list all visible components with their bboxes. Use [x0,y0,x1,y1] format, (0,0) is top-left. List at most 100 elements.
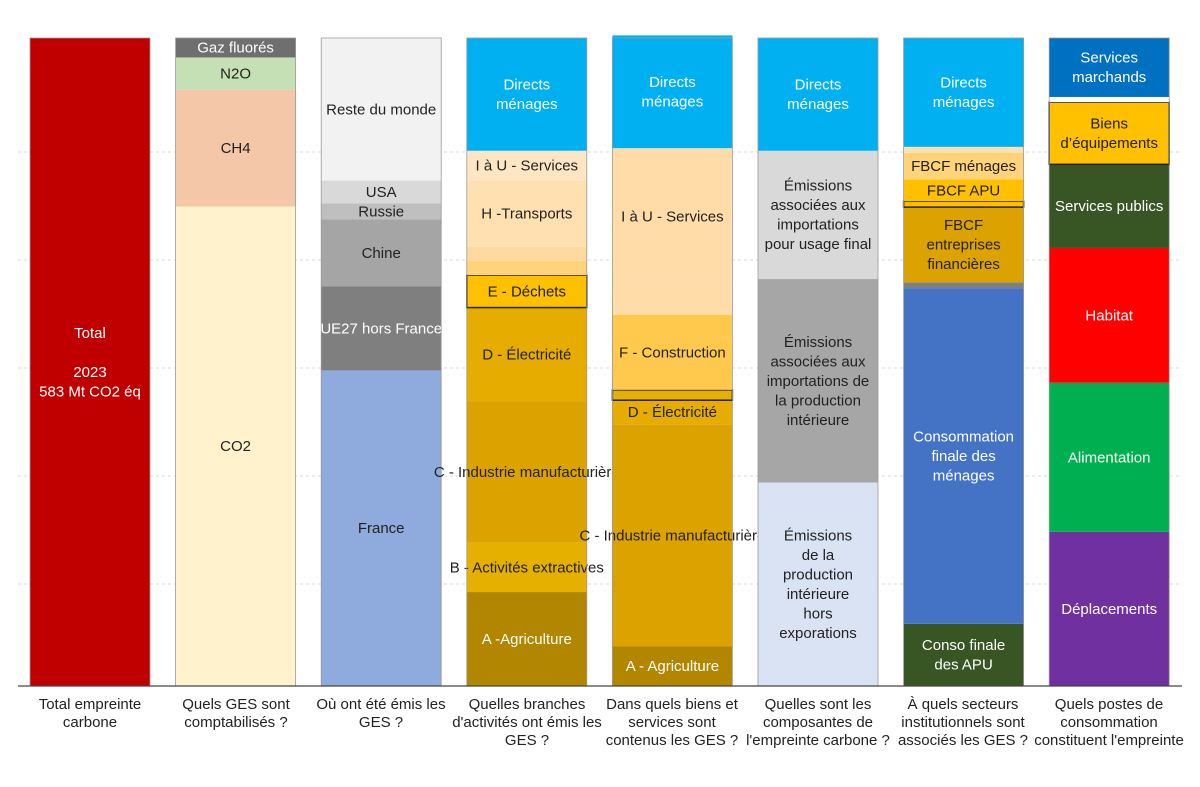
bar-segment [175,89,296,207]
segment-label: FBCF APU [927,182,1000,199]
chart-plot-area: Total 2023 583 Mt CO2 éq CO2 CH4 N2O Gaz fluor… [18,35,1182,687]
bar-segment [466,542,587,593]
segment-label: Émissions associées aux importations pour u… [765,178,872,254]
bar-segment [466,38,587,151]
bar-segment [466,307,587,402]
category-label-secteurs: À quels secteurs institutionnels sont as… [897,696,1029,749]
bar-segment [903,288,1024,624]
bar-segment [903,152,1024,180]
segment-label: Déplacements [1061,601,1157,618]
segment-label: D - Électricité [628,404,717,421]
category-label-total: Total empreinte carbone [38,696,142,731]
segment-label: Chine [362,245,401,262]
bar-segment [758,482,878,686]
segment-label: FBCF entreprises financières [926,217,1000,273]
segment-label: Services publics [1055,198,1163,215]
bar-segment [1049,38,1170,97]
bar-segment [612,400,733,425]
segment-label: Biens d’équipements [1060,116,1158,153]
segment-label: USA [366,184,397,201]
segment-label: I à U - Services [621,209,724,226]
bar-segment [321,180,442,204]
segment-label: Directs ménages [496,77,558,114]
segment-label: Émissions de la production intérieure hors ex… [779,528,857,643]
segment-label: Reste du monde [326,102,436,119]
category-label-composantes: Quelles sont les composantes de l'emprei… [746,696,890,749]
bar-segment [466,274,588,309]
segment-label: I à U - Services [476,158,579,175]
bar-segment [175,57,296,90]
bar-segment [612,35,733,149]
bar-segment [466,592,587,686]
segment-label: Services marchands [1072,50,1146,87]
segment-label: France [358,520,405,537]
bar-segment [1048,101,1170,166]
bar-segment [903,38,1024,147]
segment-label: Émissions associées aux importations de la … [767,334,870,429]
segment-label: F - Construction [619,344,726,361]
category-label-ges: Quels GES sont comptabilisés ? [182,696,290,731]
bar-segment [758,150,878,280]
segment-label: Habitat [1085,307,1133,324]
bar-segment [611,389,734,401]
segment-label: Conso finale des APU [922,637,1005,674]
segment-label: CO2 [220,438,251,455]
segment-label: Alimentation [1068,449,1151,466]
segment-label: A - Agriculture [626,658,719,675]
segment-label: Russie [358,203,404,220]
bar-segment [321,203,442,220]
bar-segment [321,286,442,371]
bar-segment [903,179,1024,202]
bar-segment [903,623,1024,686]
segment-label: Total 2023 583 Mt CO2 éq [39,325,141,401]
bar-segment [758,279,878,483]
bar-segment [1049,164,1170,248]
segment-label: D - Électricité [482,347,571,364]
bar-segment [466,401,587,543]
bar-segment [175,38,296,58]
segment-label: E - Déchets [488,283,566,300]
bar-segment [321,38,442,181]
bar-segment [466,180,587,247]
segment-label: A -Agriculture [482,631,572,648]
segment-label: Gaz fluorés [197,40,274,57]
segment-label: B - Activités extractives [450,559,604,576]
bar-segment [1049,382,1170,532]
segment-label: C - Industrie manufacturière [579,527,765,544]
bar-segment [612,148,733,285]
bar-segment [175,206,296,687]
bar-segment [466,150,587,181]
segment-label: UE27 hors France [320,320,442,337]
bar-segment [1049,96,1170,103]
bar-segment [903,207,1024,283]
bar-segment [1049,531,1170,686]
category-label-origine: Où ont été émis les GES ? [316,696,446,731]
bar-segment [321,219,442,287]
segment-label: Consommation finale des ménages [913,428,1014,484]
bar-segment [902,200,1025,208]
bar-segment [903,146,1024,153]
segment-label: N2O [220,66,251,83]
category-label-biens-services: Dans quels biens et services sont conten… [605,696,739,749]
segment-label: C - Industrie manufacturière [434,464,620,481]
segment-label: CH4 [221,140,251,157]
bar-segment [612,646,733,686]
bar-segment [466,246,587,261]
category-label-branches: Quelles branches d'activités ont émis le… [452,696,602,749]
category-label-postes: Quels postes de consommation constituent… [1034,696,1184,749]
bar-segment [612,284,733,315]
segment-label: H -Transports [481,206,572,223]
segment-label: Directs ménages [787,77,849,114]
bar-segment [612,314,733,390]
bar-segment [321,370,442,686]
bar-segment [30,38,150,686]
segment-label: Directs ménages [933,75,995,112]
bar-segment [758,38,878,151]
segment-label: FBCF ménages [911,158,1016,175]
bar-segment [1049,247,1170,383]
bar-segment [903,282,1024,289]
bar-segment [466,260,587,276]
bar-segment [612,424,733,647]
segment-label: Directs ménages [642,74,704,111]
